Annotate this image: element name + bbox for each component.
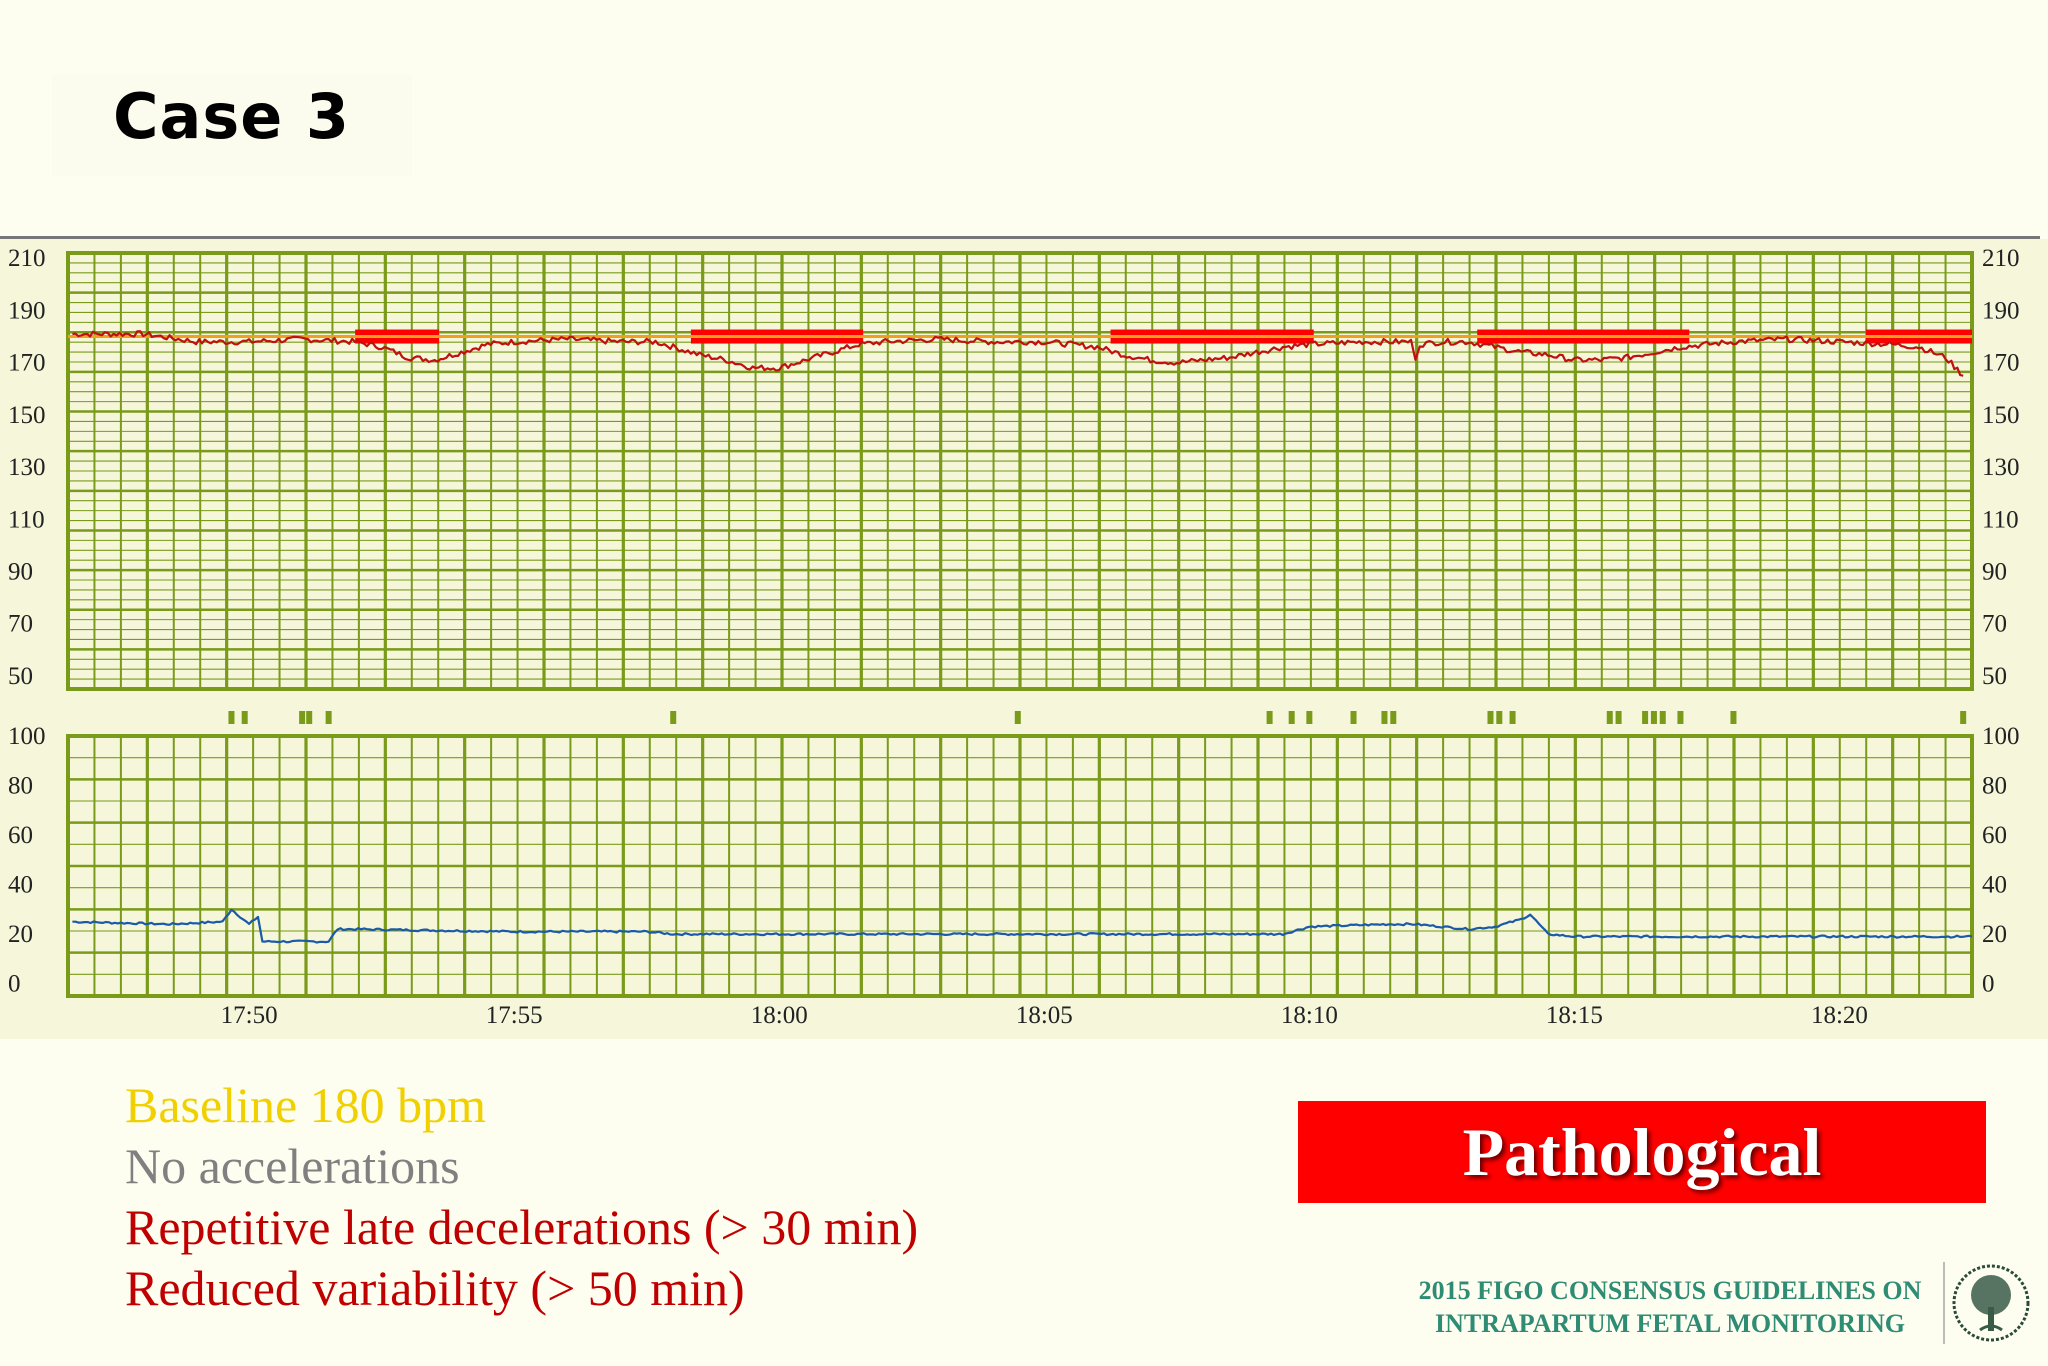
event-marker xyxy=(1288,711,1295,724)
fhr-y-tick-left: 130 xyxy=(8,454,46,481)
event-marker xyxy=(306,711,313,724)
event-marker xyxy=(1615,711,1622,724)
event-marker xyxy=(1960,711,1967,724)
toco-grid-frame xyxy=(66,734,1974,998)
footer-line-2: INTRAPARTUM FETAL MONITORING xyxy=(1434,1309,1905,1338)
fhr-y-tick-right: 50 xyxy=(1982,663,2007,690)
event-marker xyxy=(241,711,248,724)
fhr-y-tick-right: 150 xyxy=(1982,402,2020,429)
figo-tree-logo-icon xyxy=(1952,1264,2030,1342)
fhr-y-tick-left: 110 xyxy=(8,506,45,533)
fhr-y-tick-left: 170 xyxy=(8,350,46,377)
toco-y-tick-right: 0 xyxy=(1982,971,1995,998)
toco-y-tick-right: 80 xyxy=(1982,773,2007,800)
event-marker xyxy=(325,711,332,724)
event-marker xyxy=(670,711,677,724)
time-tick-label: 18:20 xyxy=(1811,1002,1868,1029)
toco-y-tick-left: 100 xyxy=(8,723,46,750)
event-marker xyxy=(1350,711,1357,724)
fhr-y-tick-left: 70 xyxy=(8,611,33,638)
event-marker xyxy=(1642,711,1649,724)
fhr-y-tick-right: 170 xyxy=(1982,350,2020,377)
toco-y-tick-left: 0 xyxy=(8,971,21,998)
fhr-y-tick-left: 150 xyxy=(8,402,46,429)
fhr-y-tick-left: 210 xyxy=(8,245,46,272)
event-marker xyxy=(1509,711,1516,724)
event-marker xyxy=(1266,711,1273,724)
toco-y-tick-left: 20 xyxy=(8,921,33,948)
event-marker xyxy=(1730,711,1737,724)
event-marker xyxy=(1650,711,1657,724)
fhr-y-tick-right: 210 xyxy=(1982,245,2020,272)
event-marker xyxy=(1659,711,1666,724)
toco-y-tick-right: 40 xyxy=(1982,872,2007,899)
classification-label: Pathological xyxy=(1462,1113,1822,1190)
toco-y-tick-left: 60 xyxy=(8,822,33,849)
fhr-grid-frame xyxy=(66,251,1974,691)
slide-title: Case 3 xyxy=(113,80,351,153)
fhr-y-tick-left: 190 xyxy=(8,297,46,324)
divider xyxy=(0,236,2040,239)
fhr-y-tick-right: 130 xyxy=(1982,454,2020,481)
toco-y-tick-right: 20 xyxy=(1982,921,2007,948)
time-tick-label: 17:50 xyxy=(221,1002,278,1029)
toco-y-tick-left: 40 xyxy=(8,872,33,899)
event-marker xyxy=(228,711,235,724)
classification-badge: Pathological xyxy=(1298,1101,1986,1203)
event-marker xyxy=(1677,711,1684,724)
fhr-trace xyxy=(72,330,1964,377)
time-tick-label: 18:10 xyxy=(1281,1002,1338,1029)
finding-decelerations: Repetitive late decelerations (> 30 min) xyxy=(125,1199,919,1255)
time-tick-label: 17:55 xyxy=(486,1002,543,1029)
event-marker xyxy=(1606,711,1613,724)
fhr-y-tick-left: 50 xyxy=(8,663,33,690)
figo-footer: 2015 FIGO CONSENSUS GUIDELINES ON INTRAP… xyxy=(1400,1274,1940,1340)
title-box xyxy=(52,74,412,176)
fhr-y-tick-right: 70 xyxy=(1982,611,2007,638)
finding-variability: Reduced variability (> 50 min) xyxy=(125,1260,745,1316)
findings-list: Baseline 180 bpm No accelerations Repeti… xyxy=(125,1075,918,1319)
event-marker xyxy=(1381,711,1388,724)
finding-baseline: Baseline 180 bpm xyxy=(125,1077,487,1133)
time-tick-label: 18:15 xyxy=(1546,1002,1603,1029)
event-marker xyxy=(1306,711,1313,724)
logo-divider xyxy=(1943,1262,1945,1344)
toco-trace xyxy=(72,908,1973,944)
ctg-chart-area: 210 210 190 190 170 170 150 150 130 130 110 110 90 90… xyxy=(0,239,2048,1039)
fhr-grid xyxy=(66,251,1974,691)
footer-line-1: 2015 FIGO CONSENSUS GUIDELINES ON xyxy=(1418,1276,1922,1305)
fhr-y-tick-left: 90 xyxy=(8,559,33,586)
time-tick-label: 18:00 xyxy=(751,1002,808,1029)
fhr-y-tick-right: 90 xyxy=(1982,559,2007,586)
toco-grid xyxy=(66,734,1974,998)
event-marker xyxy=(1487,711,1494,724)
event-marker xyxy=(1496,711,1503,724)
toco-y-tick-right: 60 xyxy=(1982,822,2007,849)
toco-y-tick-right: 100 xyxy=(1982,723,2020,750)
event-marker xyxy=(299,711,306,724)
ctg-chart: 210 210 190 190 170 170 150 150 130 130 110 110 90 90… xyxy=(8,245,2020,1029)
event-marker xyxy=(1390,711,1397,724)
toco-y-tick-left: 80 xyxy=(8,773,33,800)
finding-accelerations: No accelerations xyxy=(125,1138,460,1194)
fhr-y-tick-right: 110 xyxy=(1982,506,2019,533)
fhr-y-tick-right: 190 xyxy=(1982,297,2020,324)
time-tick-label: 18:05 xyxy=(1016,1002,1073,1029)
event-marker xyxy=(1014,711,1021,724)
